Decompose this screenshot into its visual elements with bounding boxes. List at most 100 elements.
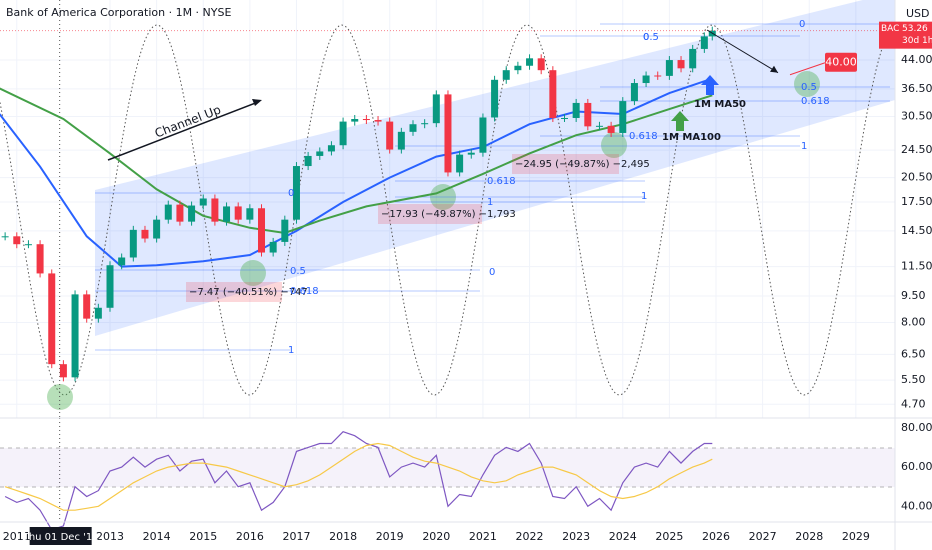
- measure-label: −17.93 (−49.87%) −1,793: [381, 209, 516, 220]
- candle: [456, 154, 464, 173]
- x-tick-label: 2022: [516, 530, 544, 543]
- fib-label: 0.618: [290, 286, 319, 297]
- fib-label: 0: [799, 19, 805, 30]
- candle: [467, 152, 475, 155]
- candle: [491, 79, 499, 118]
- fib-label: 0: [643, 32, 649, 43]
- candle: [48, 273, 56, 365]
- crosshair-label: Thu 01 Dec '11: [22, 532, 99, 543]
- channel-arrow: [107, 101, 259, 161]
- measure-label: −24.95 (−49.87%) −2,495: [515, 159, 650, 170]
- arrow-head: [770, 65, 778, 73]
- fib-label: 0.618: [629, 131, 658, 142]
- bottom-marker: [47, 384, 73, 410]
- measure-box: [186, 282, 282, 302]
- candle: [432, 94, 440, 124]
- candle: [316, 151, 324, 156]
- y-tick-label: 17.50: [901, 195, 932, 208]
- fib-label: 0.5: [801, 82, 817, 93]
- x-tick-label: 2019: [376, 530, 404, 543]
- projection-arrow: [706, 29, 779, 74]
- x-tick-label: 2025: [655, 530, 683, 543]
- arrow-head: [252, 99, 262, 106]
- x-tick-label: 2029: [842, 530, 870, 543]
- candle: [36, 244, 44, 274]
- y-tick-label: 5.50: [901, 373, 926, 386]
- y-tick-label: 9.50: [901, 289, 926, 302]
- fib-label: 0.5: [643, 32, 659, 43]
- x-tick-label: 2020: [422, 530, 450, 543]
- candle: [689, 48, 697, 69]
- candle: [234, 206, 242, 220]
- candle: [502, 70, 510, 80]
- currency: USD: [906, 7, 930, 20]
- candle: [188, 205, 196, 222]
- y-tick-label: 14.50: [901, 224, 932, 237]
- candle: [24, 244, 32, 246]
- fib-label: 1: [801, 141, 807, 152]
- candle: [665, 60, 673, 76]
- ma100-arrow: [671, 111, 689, 131]
- fib-label: 0.618: [487, 176, 516, 187]
- chart-title: Bank of America Corporation · 1M · NYSE: [6, 6, 231, 19]
- ma50-label: 1M MA50: [694, 99, 746, 110]
- y-tick-label: 11.50: [901, 260, 932, 273]
- x-tick-label: 2018: [329, 530, 357, 543]
- target-box: [825, 52, 857, 72]
- rsi-line: [4, 431, 713, 531]
- candle: [642, 75, 650, 84]
- candle: [479, 117, 487, 153]
- candle: [630, 83, 638, 102]
- x-tick-label: 2028: [795, 530, 823, 543]
- candle: [351, 119, 359, 122]
- fib-label: 0: [489, 267, 495, 278]
- y-tick-label: 6.50: [901, 347, 926, 360]
- candle: [514, 65, 522, 71]
- y-tick-label: 8.00: [901, 315, 926, 328]
- candle: [199, 198, 207, 206]
- candle: [584, 102, 592, 127]
- candle: [561, 117, 569, 119]
- candle: [281, 219, 289, 242]
- fib-label: 1: [641, 191, 647, 202]
- candle: [83, 294, 91, 319]
- candle: [572, 102, 580, 118]
- ma50-arrow: [701, 75, 719, 95]
- rsi-tick-label: 60.00: [901, 460, 932, 473]
- fib-label: 0.5: [290, 266, 306, 277]
- candle: [386, 121, 394, 150]
- fib-label: 1: [288, 345, 294, 356]
- x-tick-label: 2023: [562, 530, 590, 543]
- candle: [118, 257, 126, 266]
- x-tick-label: 2021: [469, 530, 497, 543]
- candle: [374, 120, 382, 122]
- candle: [246, 208, 254, 220]
- ma100-label: 1M MA100: [662, 132, 721, 143]
- candle: [292, 166, 300, 220]
- candle: [526, 58, 534, 66]
- bottom-marker: [601, 132, 627, 158]
- x-tick-label: 2015: [189, 530, 217, 543]
- x-tick-label: 2011: [3, 530, 31, 543]
- fib-label: 1: [487, 197, 493, 208]
- candle: [549, 70, 557, 118]
- candle: [129, 229, 137, 258]
- last-price-symbol: BAC: [881, 24, 899, 34]
- candle: [59, 364, 67, 378]
- fib-label: 0: [288, 188, 294, 199]
- moving-average: [0, 77, 713, 268]
- x-tick-label: 2026: [702, 530, 730, 543]
- rsi-tick-label: 80.00: [901, 421, 932, 434]
- measure-box: [512, 154, 619, 174]
- candle: [106, 265, 114, 308]
- bottom-marker: [794, 71, 820, 97]
- candle: [700, 36, 708, 49]
- candle: [269, 241, 277, 253]
- candle: [409, 124, 417, 132]
- target-line: [789, 62, 826, 76]
- x-tick-label: 2024: [609, 530, 637, 543]
- x-tick-label: 2013: [96, 530, 124, 543]
